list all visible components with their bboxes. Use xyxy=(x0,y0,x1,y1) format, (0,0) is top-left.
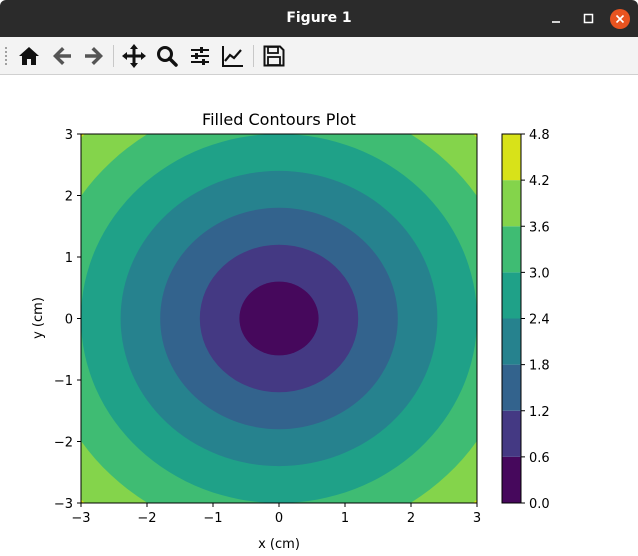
colorbar-segment xyxy=(502,456,521,503)
back-button[interactable] xyxy=(49,43,75,69)
y-axis-label: y (cm) xyxy=(31,297,46,339)
pan-button[interactable] xyxy=(121,43,147,69)
colorbar-tick-label: 4.8 xyxy=(529,128,550,143)
colorbar-tick-label: 3.6 xyxy=(529,220,550,235)
colorbar-tick-label: 2.4 xyxy=(529,313,550,328)
move-icon xyxy=(122,44,146,68)
x-tick-label: −3 xyxy=(71,511,90,526)
axes: −3 −2 −1 0 1 2 3 −3 −2 −1 0 1 2 3 xyxy=(54,128,481,526)
colorbar-segment xyxy=(502,226,521,273)
chart-title: Filled Contours Plot xyxy=(202,110,356,129)
navigation-toolbar xyxy=(0,37,638,75)
title-bar: Figure 1 xyxy=(0,0,638,37)
toolbar-separator xyxy=(113,45,114,67)
colorbar-tick-label: 1.8 xyxy=(529,359,550,374)
contour-fill-area xyxy=(81,134,477,503)
colorbar-tick-label: 4.2 xyxy=(529,174,550,189)
x-tick-label: −2 xyxy=(137,511,156,526)
x-tick-label: −1 xyxy=(203,511,222,526)
x-tick-label: 1 xyxy=(341,511,349,526)
window-title: Figure 1 xyxy=(286,10,352,26)
magnifier-icon xyxy=(157,46,178,67)
y-tick-label: −3 xyxy=(54,497,73,512)
colorbar-segment xyxy=(502,272,521,319)
y-tick-label: −2 xyxy=(54,436,73,451)
figure-canvas[interactable]: Filled Contours Plot −3 −2 −1 0 1 2 3 −3 −2 −1 0 1 2… xyxy=(0,75,638,556)
floppy-disk-icon xyxy=(263,45,285,67)
colorbar-segment xyxy=(502,180,521,227)
close-button[interactable] xyxy=(609,8,631,30)
x-axis-label: x (cm) xyxy=(258,537,300,552)
colorbar-tick-label: 0.6 xyxy=(529,451,550,466)
colorbar-tick-label: 3.0 xyxy=(529,266,550,281)
y-tick-label: 1 xyxy=(65,251,73,266)
contour-chart: Filled Contours Plot −3 −2 −1 0 1 2 3 −3 −2 −1 0 1 2… xyxy=(31,110,550,552)
colorbar-segment xyxy=(502,410,521,457)
colorbar-tick-label: 1.2 xyxy=(529,405,550,420)
minimize-button[interactable] xyxy=(546,8,568,30)
close-icon xyxy=(610,9,630,29)
colorbar: 0.0 0.6 1.2 1.8 2.4 3.0 3.6 4.2 4.8 xyxy=(501,128,550,512)
arrow-left-icon xyxy=(53,47,71,65)
y-tick-label: 3 xyxy=(65,128,73,143)
colorbar-tick-label: 0.0 xyxy=(529,497,550,512)
save-button[interactable] xyxy=(261,43,287,69)
x-tick-label: 3 xyxy=(473,511,481,526)
y-tick-label: 0 xyxy=(65,313,73,328)
configure-subplots-button[interactable] xyxy=(187,43,213,69)
forward-button[interactable] xyxy=(81,43,107,69)
arrow-right-icon xyxy=(85,47,103,65)
zoom-button[interactable] xyxy=(154,43,180,69)
y-tick-label: 2 xyxy=(65,190,73,205)
home-button[interactable] xyxy=(16,43,42,69)
colorbar-segment xyxy=(502,134,521,181)
toolbar-grip[interactable] xyxy=(4,46,8,66)
sliders-icon xyxy=(191,47,209,65)
edit-axis-button[interactable] xyxy=(220,43,246,69)
colorbar-segment xyxy=(502,364,521,411)
toolbar-separator xyxy=(253,45,254,67)
home-icon xyxy=(19,47,39,65)
x-tick-label: 0 xyxy=(275,511,283,526)
minimize-icon xyxy=(552,21,560,23)
y-tick-label: −1 xyxy=(54,374,73,389)
maximize-button[interactable] xyxy=(578,8,600,30)
contour-band-0-0.6 xyxy=(239,281,319,356)
maximize-icon xyxy=(583,13,594,24)
x-tick-label: 2 xyxy=(407,511,415,526)
colorbar-segment xyxy=(502,318,521,365)
line-chart-icon xyxy=(222,46,243,67)
